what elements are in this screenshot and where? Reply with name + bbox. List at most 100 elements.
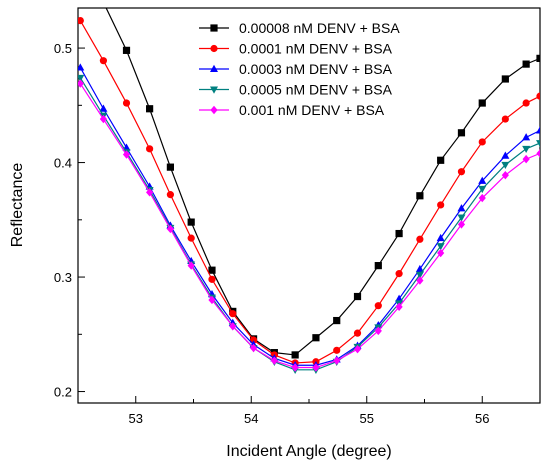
data-point [229, 322, 237, 331]
data-point [187, 218, 195, 226]
y-tick-label: 0.4 [54, 156, 72, 171]
legend-marker [210, 105, 218, 115]
data-point [353, 344, 362, 354]
data-point [208, 275, 216, 283]
legend-item: 0.0003 nM DENV + BSA [199, 61, 393, 77]
y-tick-label: 0.3 [54, 270, 72, 285]
legend-label: 0.001 nM DENV + BSA [239, 102, 385, 118]
series-line [79, 77, 540, 371]
data-point [478, 99, 486, 107]
data-point [122, 150, 131, 159]
data-point [374, 326, 382, 336]
legend-item: 0.0001 nM DENV + BSA [199, 41, 393, 57]
data-point [249, 336, 258, 344]
x-tick-label: 53 [129, 411, 143, 426]
data-point [146, 105, 154, 113]
data-point [78, 79, 84, 88]
data-point [208, 266, 216, 274]
legend-label: 0.0001 nM DENV + BSA [239, 41, 393, 57]
data-point [436, 233, 445, 242]
data-point [291, 363, 299, 372]
data-point [100, 0, 107, 6]
data-point [522, 154, 530, 164]
data-point [166, 163, 174, 171]
data-point [436, 243, 445, 251]
data-point [146, 145, 154, 153]
data-point [146, 188, 154, 197]
data-point [99, 104, 108, 112]
data-point [395, 229, 403, 238]
data-point [457, 220, 466, 229]
y-tick-label: 0.5 [54, 41, 72, 56]
data-point [536, 149, 540, 158]
data-point [416, 235, 424, 243]
data-point [99, 114, 108, 124]
data-point [415, 271, 424, 279]
series-5 [78, 79, 540, 372]
data-point [187, 261, 195, 270]
y-tick-label: 0.2 [54, 385, 72, 400]
data-point [522, 60, 530, 68]
data-point [333, 356, 341, 365]
legend-marker [210, 44, 218, 53]
legend-item: 0.0005 nM DENV + BSA [199, 82, 393, 98]
data-point [478, 185, 487, 194]
x-tick-label: 54 [244, 411, 258, 426]
data-point [166, 224, 174, 234]
data-point [478, 176, 487, 184]
data-point [522, 99, 530, 107]
data-point [78, 16, 84, 25]
data-point [501, 170, 509, 180]
data-point [522, 145, 531, 154]
legend-label: 0.00008 nM DENV + BSA [239, 20, 400, 36]
data-point [536, 140, 540, 148]
data-point [122, 46, 131, 54]
data-point [501, 75, 509, 83]
data-point [270, 356, 278, 365]
x-axis-title: Incident Angle (degree) [226, 443, 391, 460]
series-4 [78, 74, 540, 374]
data-point [291, 351, 299, 359]
data-point [312, 363, 320, 372]
data-point [501, 161, 510, 170]
series-layer [78, 0, 540, 374]
data-point [333, 346, 341, 354]
data-point [416, 192, 424, 200]
data-point [312, 334, 320, 342]
data-point [122, 99, 131, 107]
data-point [78, 63, 85, 71]
data-point [478, 193, 486, 203]
data-point [395, 302, 403, 312]
data-point [415, 264, 424, 273]
legend-label: 0.0003 nM DENV + BSA [239, 61, 393, 77]
legend: 0.00008 nM DENV + BSA 0.0001 nM DENV + BS… [199, 20, 400, 118]
data-point [536, 54, 540, 62]
data-point [416, 276, 424, 285]
data-point [536, 92, 540, 100]
data-point [457, 129, 466, 137]
y-axis-ticks: 0.2 0.3 0.4 0.5 [54, 41, 85, 400]
data-point [536, 126, 540, 134]
data-point [395, 270, 403, 278]
data-point [249, 343, 258, 353]
data-point [501, 115, 509, 123]
data-point [522, 133, 531, 141]
data-point [187, 234, 195, 242]
legend-item: 0.00008 nM DENV + BSA [199, 20, 400, 36]
x-axis-ticks: 53 54 55 56 [77, 396, 541, 426]
data-point [457, 204, 466, 212]
data-point [333, 316, 341, 325]
data-point [208, 295, 216, 305]
series-line [79, 83, 540, 369]
legend-marker [210, 24, 218, 32]
legend-marker [210, 86, 218, 94]
data-point [437, 201, 445, 209]
data-point [457, 214, 466, 222]
data-point [374, 302, 382, 310]
data-point [99, 57, 108, 65]
legend-label: 0.0005 nM DENV + BSA [239, 82, 393, 98]
y-axis-title: Reflectance [9, 163, 26, 248]
data-point [437, 248, 445, 258]
x-tick-label: 56 [475, 411, 489, 426]
